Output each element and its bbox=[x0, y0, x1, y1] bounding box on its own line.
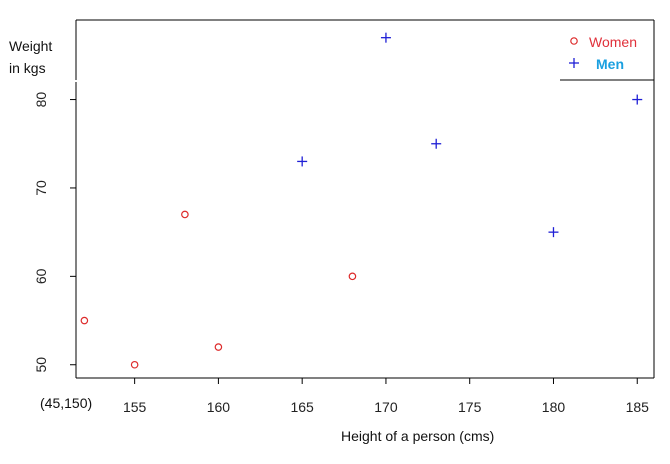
y-tick-label: 50 bbox=[33, 357, 49, 373]
point-men bbox=[632, 94, 643, 105]
origin-label: (45,150) bbox=[40, 395, 92, 411]
plot-frame bbox=[75, 19, 655, 379]
x-axis-ticks: 155 160 165 170 175 180 185 bbox=[123, 378, 649, 415]
x-tick-label: 185 bbox=[626, 399, 650, 415]
point-women bbox=[214, 343, 223, 351]
data-points bbox=[80, 32, 643, 369]
x-tick-label: 175 bbox=[458, 399, 482, 415]
point-women bbox=[181, 210, 189, 219]
legend-women-marker bbox=[570, 37, 578, 45]
legend-men-label: Men bbox=[596, 56, 624, 72]
y-tick-label: 70 bbox=[33, 180, 49, 196]
point-men bbox=[380, 32, 391, 43]
y-axis-ticks: 50 60 70 80 bbox=[33, 92, 76, 373]
y-axis-title-line-2: in kgs bbox=[9, 60, 46, 76]
x-axis-title: Height of a person (cms) bbox=[341, 428, 494, 444]
point-men bbox=[431, 138, 442, 149]
legend: Women Men bbox=[560, 34, 654, 81]
y-axis-title-line-1: Weight bbox=[9, 38, 52, 54]
x-tick-label: 160 bbox=[207, 399, 231, 415]
point-women bbox=[80, 316, 89, 325]
legend-men-marker bbox=[569, 58, 579, 68]
point-women bbox=[130, 360, 139, 369]
point-men bbox=[548, 227, 559, 238]
legend-women-label: Women bbox=[589, 34, 637, 50]
x-tick-label: 170 bbox=[374, 399, 398, 415]
point-men bbox=[297, 156, 308, 167]
x-tick-label: 155 bbox=[123, 399, 147, 415]
point-women bbox=[348, 272, 357, 281]
y-tick-label: 60 bbox=[33, 268, 49, 284]
x-tick-label: 165 bbox=[290, 399, 314, 415]
x-tick-label: 180 bbox=[542, 399, 566, 415]
y-tick-label: 80 bbox=[33, 92, 49, 108]
y-axis-title: Weight in kgs bbox=[9, 38, 56, 76]
